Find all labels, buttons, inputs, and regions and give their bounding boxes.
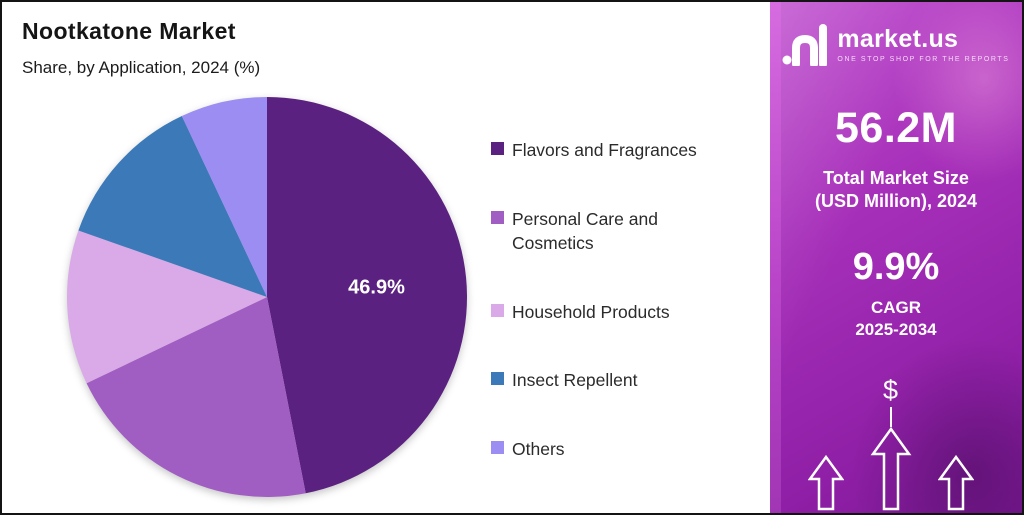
cagr-label: CAGR <box>870 297 922 317</box>
legend-label: Household Products <box>512 301 670 322</box>
up-arrow-icon <box>937 455 974 511</box>
growth-arrows-art: $ <box>770 377 1011 511</box>
pie-slice-2 <box>66 230 267 384</box>
pie-slice-3 <box>78 116 268 297</box>
legend-item: Personal Care and Cosmetics <box>491 207 717 256</box>
legend-label: Insect Repellent <box>512 370 638 390</box>
chart-legend: Flavors and Fragrances Personal Care and… <box>491 138 717 461</box>
market-size-value: 56.2M <box>834 104 957 152</box>
up-arrow-icon <box>870 427 911 511</box>
chart-area: Nootkatone Market Share, by Application,… <box>2 2 770 513</box>
legend-swatch <box>491 303 504 317</box>
brand-name: market.us <box>837 25 959 53</box>
pie-slice-4 <box>181 97 267 297</box>
legend-item: Flavors and Fragrances <box>491 138 717 163</box>
pie-chart: 46.9% <box>66 97 468 498</box>
legend-item: Household Products <box>491 300 717 325</box>
legend-swatch <box>491 210 504 224</box>
dollar-stem-line <box>889 407 892 427</box>
panel-accent-strip <box>770 2 781 513</box>
brand-panel: market.us ONE STOP SHOP FOR THE REPORTS … <box>770 2 1022 513</box>
cagr-value: 9.9% <box>852 245 940 288</box>
page-title: Nootkatone Market <box>22 18 236 44</box>
legend-item: Insect Repellent <box>491 368 717 393</box>
chart-subtitle: Share, by Application, 2024 (%) <box>22 58 261 77</box>
marketus-logo-icon <box>782 24 828 66</box>
legend-label: Others <box>512 438 565 459</box>
pie-slice-value-label: 46.9% <box>348 276 405 298</box>
legend-swatch <box>491 372 504 385</box>
marketus-logo: market.us ONE STOP SHOP FOR THE REPORTS <box>770 22 1022 66</box>
market-size-label-line1: Total Market Size <box>823 168 969 188</box>
legend-label: Personal Care and Cosmetics <box>512 208 658 254</box>
up-arrow-icon <box>807 455 844 511</box>
pie-slice-0 <box>267 97 468 494</box>
market-size-label-line2: (USD Million), 2024 <box>814 191 978 212</box>
dollar-icon: $ <box>882 375 899 405</box>
legend-label: Flavors and Fragrances <box>512 140 697 160</box>
legend-item: Others <box>491 437 717 462</box>
pie-slice-1 <box>86 297 306 498</box>
cagr-period: 2025-2034 <box>855 319 937 339</box>
legend-swatch <box>491 142 504 155</box>
brand-tagline: ONE STOP SHOP FOR THE REPORTS <box>837 56 1010 63</box>
legend-swatch <box>491 440 504 454</box>
